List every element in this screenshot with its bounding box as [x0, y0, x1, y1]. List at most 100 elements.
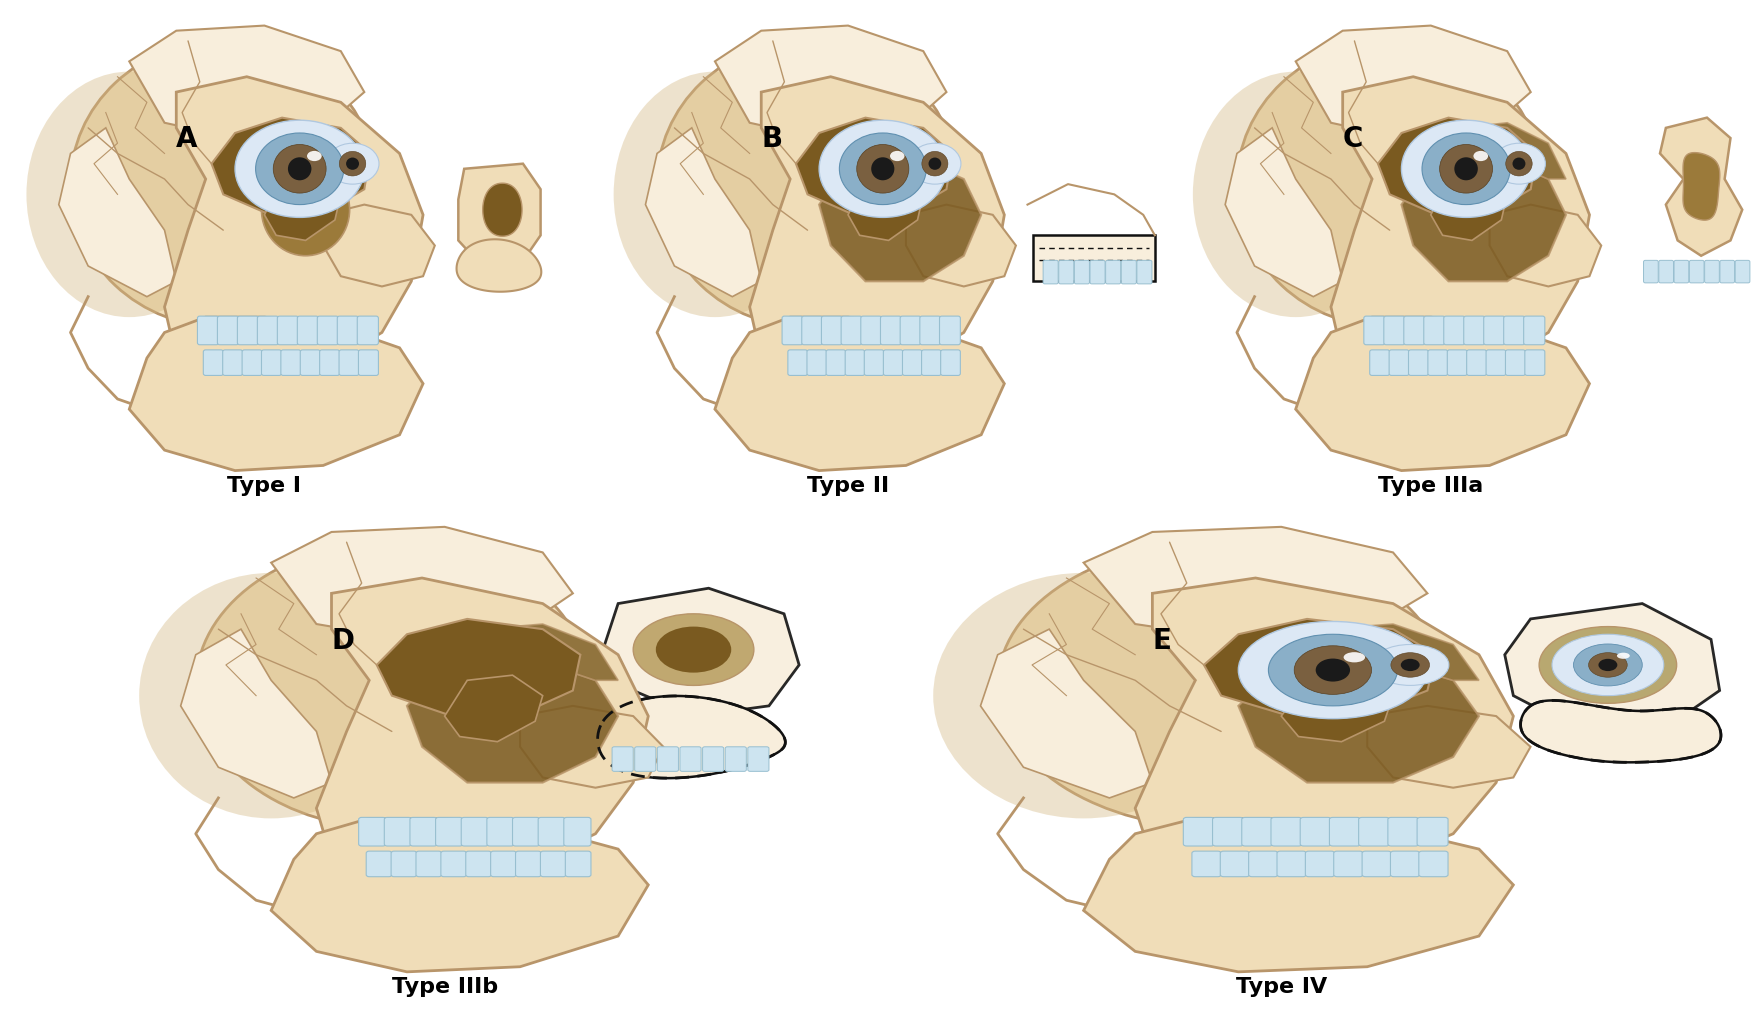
FancyBboxPatch shape — [1384, 316, 1405, 345]
Ellipse shape — [1316, 659, 1351, 681]
FancyBboxPatch shape — [1249, 851, 1279, 877]
FancyBboxPatch shape — [198, 316, 219, 345]
Ellipse shape — [1344, 653, 1365, 663]
FancyBboxPatch shape — [919, 316, 940, 345]
Polygon shape — [1521, 701, 1721, 762]
Polygon shape — [849, 174, 923, 240]
FancyBboxPatch shape — [1389, 350, 1408, 375]
FancyBboxPatch shape — [1089, 260, 1105, 283]
FancyBboxPatch shape — [467, 851, 491, 877]
Polygon shape — [456, 239, 542, 292]
Polygon shape — [1280, 675, 1393, 742]
FancyBboxPatch shape — [1466, 350, 1487, 375]
Polygon shape — [1505, 604, 1719, 731]
Ellipse shape — [840, 133, 926, 205]
Ellipse shape — [1294, 646, 1372, 695]
Ellipse shape — [1493, 143, 1545, 184]
FancyBboxPatch shape — [565, 851, 591, 877]
FancyBboxPatch shape — [416, 851, 442, 877]
FancyBboxPatch shape — [1465, 316, 1486, 345]
FancyBboxPatch shape — [1193, 851, 1221, 877]
FancyBboxPatch shape — [1391, 851, 1419, 877]
FancyBboxPatch shape — [1272, 817, 1301, 846]
Polygon shape — [1379, 118, 1537, 215]
FancyBboxPatch shape — [223, 350, 242, 375]
Ellipse shape — [1391, 653, 1430, 677]
Polygon shape — [1280, 624, 1479, 680]
FancyBboxPatch shape — [1105, 260, 1121, 283]
Ellipse shape — [326, 143, 379, 184]
Text: Type IIIa: Type IIIa — [1379, 476, 1484, 496]
Polygon shape — [407, 655, 617, 783]
Ellipse shape — [856, 144, 909, 193]
FancyBboxPatch shape — [826, 350, 845, 375]
FancyBboxPatch shape — [298, 316, 319, 345]
Polygon shape — [1084, 527, 1428, 639]
FancyBboxPatch shape — [516, 851, 542, 877]
Ellipse shape — [1473, 150, 1487, 161]
FancyBboxPatch shape — [1212, 817, 1244, 846]
Ellipse shape — [614, 72, 816, 317]
FancyBboxPatch shape — [703, 747, 724, 771]
Polygon shape — [716, 317, 1005, 471]
FancyBboxPatch shape — [317, 316, 339, 345]
FancyBboxPatch shape — [1363, 851, 1391, 877]
FancyBboxPatch shape — [258, 316, 279, 345]
Polygon shape — [323, 205, 435, 286]
Polygon shape — [272, 527, 574, 639]
FancyBboxPatch shape — [488, 817, 514, 846]
Polygon shape — [1684, 152, 1719, 220]
FancyBboxPatch shape — [921, 350, 942, 375]
FancyBboxPatch shape — [1524, 316, 1545, 345]
Polygon shape — [1401, 153, 1566, 281]
FancyBboxPatch shape — [1503, 316, 1524, 345]
Polygon shape — [181, 629, 332, 798]
FancyBboxPatch shape — [635, 747, 656, 771]
Polygon shape — [272, 818, 649, 972]
FancyBboxPatch shape — [277, 316, 298, 345]
FancyBboxPatch shape — [1705, 260, 1719, 283]
Polygon shape — [1331, 77, 1589, 384]
Text: C: C — [1344, 126, 1363, 153]
FancyBboxPatch shape — [1370, 350, 1389, 375]
FancyBboxPatch shape — [1221, 851, 1249, 877]
FancyBboxPatch shape — [242, 350, 261, 375]
FancyBboxPatch shape — [1673, 260, 1689, 283]
Ellipse shape — [1422, 133, 1510, 205]
Polygon shape — [212, 118, 370, 215]
Polygon shape — [458, 164, 540, 266]
FancyBboxPatch shape — [1387, 817, 1419, 846]
FancyBboxPatch shape — [1417, 817, 1449, 846]
FancyBboxPatch shape — [1524, 350, 1545, 375]
FancyBboxPatch shape — [1689, 260, 1705, 283]
Ellipse shape — [1512, 158, 1526, 170]
FancyBboxPatch shape — [658, 747, 679, 771]
FancyBboxPatch shape — [724, 747, 747, 771]
Ellipse shape — [1268, 634, 1398, 706]
Ellipse shape — [235, 120, 365, 217]
Ellipse shape — [872, 158, 895, 180]
FancyBboxPatch shape — [842, 316, 861, 345]
FancyBboxPatch shape — [1721, 260, 1735, 283]
FancyBboxPatch shape — [358, 350, 379, 375]
Polygon shape — [819, 153, 980, 281]
Polygon shape — [1203, 619, 1437, 716]
Ellipse shape — [656, 626, 731, 673]
Polygon shape — [60, 128, 175, 297]
Ellipse shape — [819, 120, 947, 217]
Polygon shape — [1368, 706, 1531, 788]
Polygon shape — [1296, 26, 1531, 138]
Ellipse shape — [288, 158, 312, 180]
Ellipse shape — [139, 573, 403, 818]
Ellipse shape — [1193, 72, 1398, 317]
Ellipse shape — [1401, 120, 1531, 217]
Ellipse shape — [274, 144, 326, 193]
FancyBboxPatch shape — [339, 350, 360, 375]
Text: Type IIIb: Type IIIb — [391, 977, 498, 997]
Ellipse shape — [923, 151, 947, 176]
Polygon shape — [1135, 578, 1514, 885]
Ellipse shape — [1540, 626, 1677, 704]
Ellipse shape — [1505, 151, 1533, 176]
Polygon shape — [907, 205, 1016, 286]
Text: Type I: Type I — [228, 476, 302, 496]
